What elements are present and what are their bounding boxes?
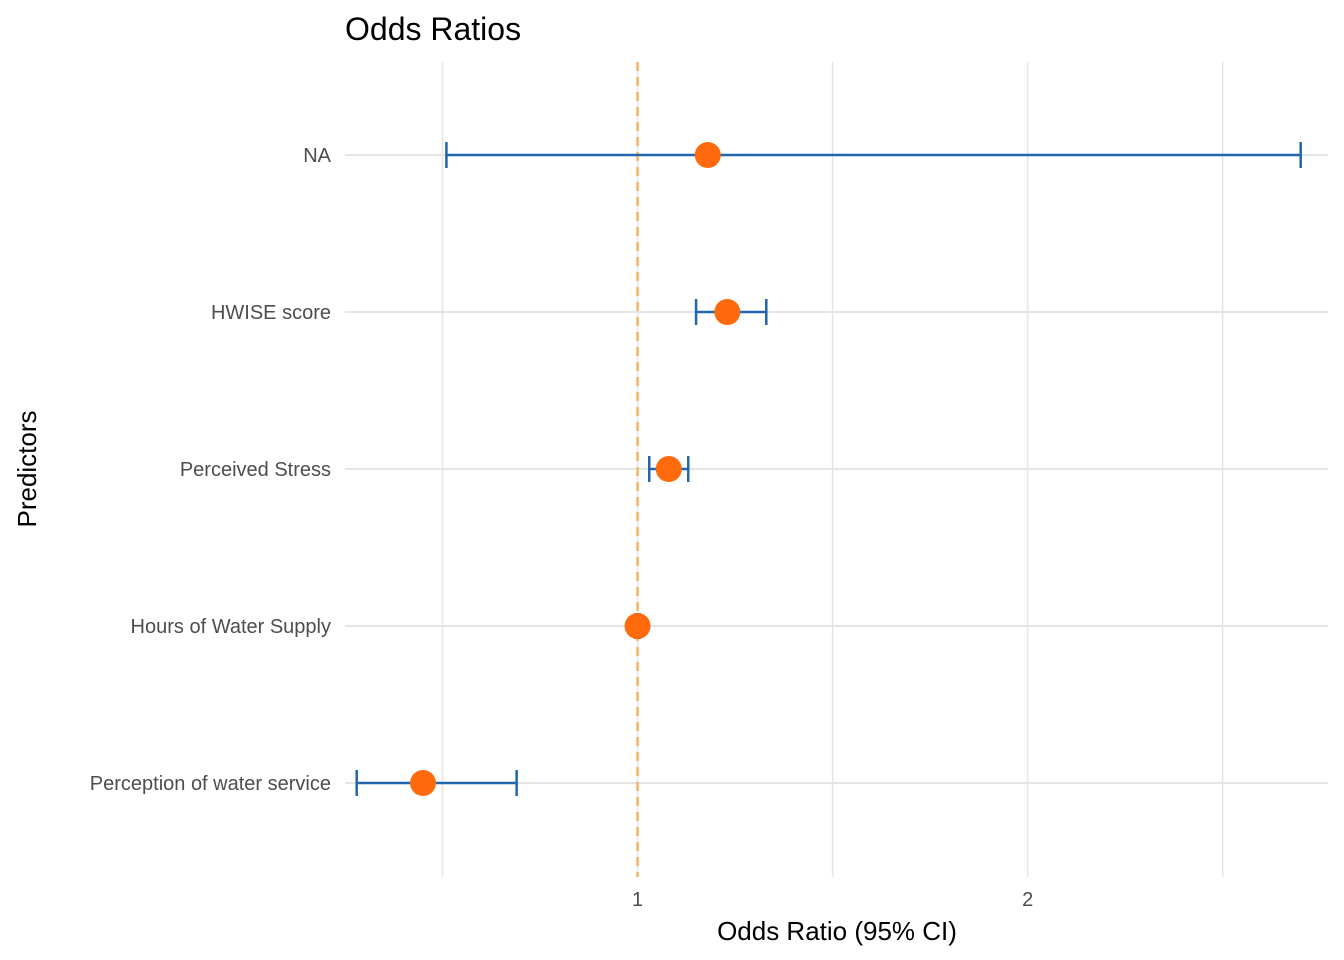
y-axis-title: Predictors <box>12 410 42 527</box>
odds-ratio-point <box>694 142 721 168</box>
x-axis-title: Odds Ratio (95% CI) <box>717 916 957 946</box>
odds-ratio-point <box>655 456 682 482</box>
odds-ratio-point <box>624 613 651 639</box>
y-tick-label: Hours of Water Supply <box>131 616 331 638</box>
y-tick-label: Perceived Stress <box>180 459 331 481</box>
odds-ratio-point <box>714 299 741 325</box>
grid-layer <box>345 62 1328 877</box>
y-tick-label: NA <box>303 145 331 167</box>
x-tick-label: 1 <box>632 889 643 911</box>
y-tick-label: Perception of water service <box>90 773 331 795</box>
odds-ratio-point <box>410 770 437 796</box>
chart-title: Odds Ratios <box>345 11 521 47</box>
point-layer <box>410 142 741 796</box>
y-tick-label: HWISE score <box>211 302 331 324</box>
label-layer: NA HWISE score Perceived Stress Hours of Wa… <box>90 145 1033 911</box>
x-tick-label: 2 <box>1022 889 1033 911</box>
